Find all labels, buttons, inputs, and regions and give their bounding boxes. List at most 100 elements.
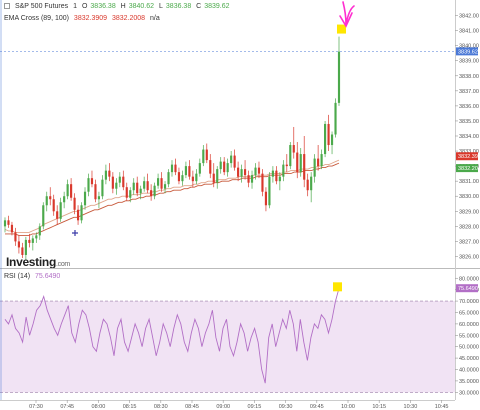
high-value: 3840.62 [128,3,155,10]
rsi-tick-label: 50.0000 [459,345,479,351]
rsi-tick-label: 30.0000 [459,390,479,396]
candle-body [247,175,250,183]
candle-body [233,155,236,168]
candle-body [334,102,337,135]
candle-body [38,226,41,236]
highlight-marker-price [337,24,346,34]
candle-body [122,176,125,188]
rsi-tick-label: 70.0000 [459,299,479,305]
candle-body [181,175,184,182]
logo-text: Investing [6,255,56,269]
price-tick-label: 3834.00 [459,134,479,140]
rsi-value-badge-bg [456,284,478,293]
time-tick-label: 08:45 [185,404,199,410]
close-label: C [196,3,202,10]
candle-body [317,158,320,167]
candle-body [243,169,247,176]
candle-body [177,172,181,182]
candle-body [306,179,309,191]
candle-body [330,134,334,146]
candle-body [3,220,7,227]
last-price-badge-text: 3839.62 [458,49,478,55]
time-tick-label: 09:15 [248,404,262,410]
candle-body [76,209,80,221]
ema-slow-line [5,162,340,236]
ema-legend: EMA Cross (89, 100) 3832.3909 3832.2008 … [4,15,163,22]
candles [3,36,341,260]
price-tick-label: 3826.00 [459,254,479,260]
candle-body [261,173,264,192]
close-value: 3839.62 [204,3,230,10]
candle-body [299,154,302,173]
rsi-tick-label: 40.0000 [459,367,479,373]
candle-body [264,191,268,206]
candle-body [170,164,174,173]
candle-body [230,155,233,164]
price-tick-label: 3833.00 [459,149,479,155]
rsi-value-badge-text: 75.6490 [458,286,478,292]
price-tick-label: 3829.00 [459,209,479,215]
price-tick-label: 3839.00 [459,59,479,65]
candle-body [7,220,10,225]
candle-body [223,161,226,173]
candle-body [268,176,271,206]
rsi-line [4,288,340,384]
high-label: H [120,3,126,10]
rsi-tick-label: 75.0000 [459,288,479,294]
candle-body [132,182,135,191]
last-price-badge-bg [456,47,478,56]
candle-body [310,176,313,191]
price-tick-label: 3827.00 [459,239,479,245]
candle-body [240,169,243,177]
candle-body [139,188,142,194]
annotation-arrow-icon [339,1,355,28]
rsi-legend: RSI (14) 75.6490 [4,273,63,280]
candle-body [153,185,156,197]
time-tick-label: 08:00 [92,404,106,410]
highlight-marker-rsi [333,282,342,292]
low-label: L [159,3,163,10]
candle-body [202,149,205,164]
rsi-tick-label: 55.0000 [459,333,479,339]
low-value: 3836.38 [165,3,192,10]
candle-body [209,160,212,174]
time-tick-label: 10:30 [404,404,418,410]
candle-body [129,190,132,198]
candle-body [174,164,177,173]
candle-body [219,161,222,170]
cursor-marker-icon [72,230,78,236]
ema-label[interactable]: EMA Cross (89, 100) [4,15,69,22]
candle-body [320,154,323,167]
candle-body [191,176,194,182]
investing-logo: Investing.com [6,255,70,269]
rsi-band [0,301,455,393]
candle-body [49,196,52,200]
ema-value-3: n/a [150,15,160,22]
time-tick-label: 10:45 [435,404,449,410]
ema1-badge-bg [456,152,478,161]
candle-body [146,181,149,191]
candle-body [292,145,295,153]
candle-body [237,167,240,177]
candle-body [303,154,306,180]
candle-body [52,199,55,212]
rsi-label[interactable]: RSI (14) [4,273,31,280]
candle-body [226,163,229,173]
annotations [72,1,355,292]
candle-body [56,211,59,219]
rsi-tick-label: 35.0000 [459,379,479,385]
candle-body [282,164,285,177]
candle-body [14,232,17,242]
candle-body [80,205,83,221]
time-tick-label: 08:15 [123,404,137,410]
logo-suffix: .com [55,261,70,268]
hide-toggle-icon[interactable] [4,3,10,10]
candle-body [157,178,160,186]
candle-body [70,184,73,198]
ema-fast-line [4,159,340,233]
price-tick-label: 3838.00 [459,74,479,80]
candle-body [90,178,94,185]
symbol-name[interactable]: S&P 500 Futures [14,3,69,10]
rsi-tick-label: 60.0000 [459,322,479,328]
